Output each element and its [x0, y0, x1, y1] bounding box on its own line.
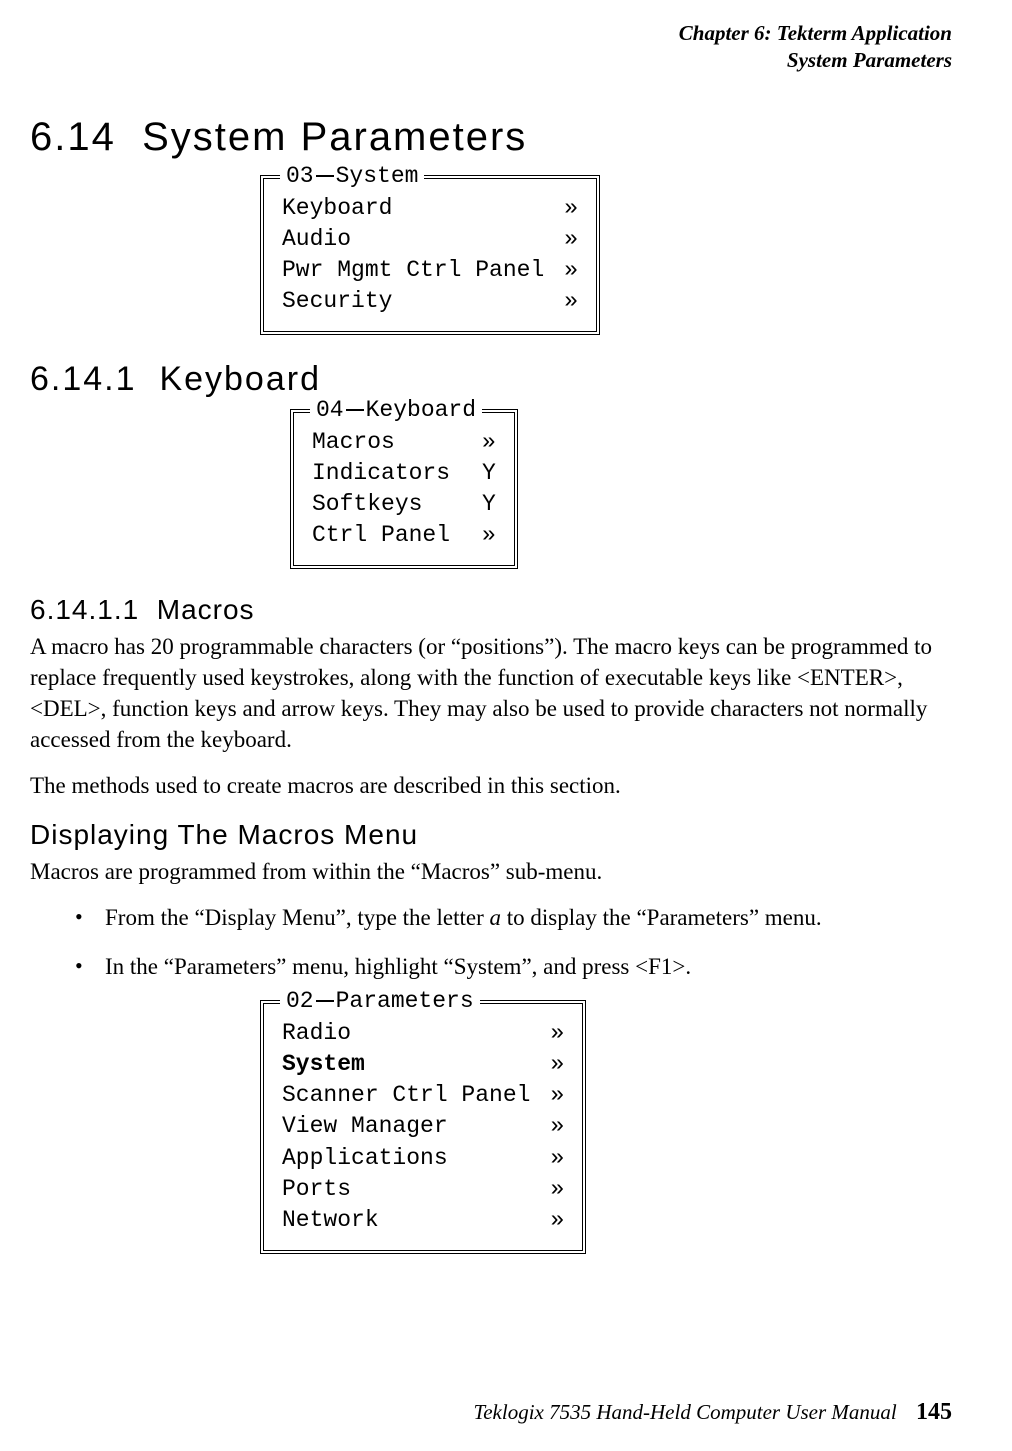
menu-row: Indicators Y	[312, 458, 496, 489]
menu-row-label: Applications	[282, 1143, 522, 1174]
heading-main-title: System Parameters	[142, 115, 527, 159]
menu-row: Network »	[282, 1205, 564, 1236]
footer-page: 145	[916, 1399, 952, 1425]
menu-system-legend: 03 System	[280, 163, 424, 189]
menu-row-value: »	[564, 224, 578, 255]
bullet-list: From the “Display Menu”, type the letter…	[30, 902, 952, 982]
menu-keyboard-legend: 04 Keyboard	[310, 397, 482, 423]
page-header: Chapter 6: Tekterm Application System Pa…	[30, 20, 952, 75]
paragraph-display-1: Macros are programmed from within the “M…	[30, 856, 952, 887]
header-chapter: Chapter 6: Tekterm Application	[30, 20, 952, 47]
bullet-1-post: to display the “Parameters” menu.	[501, 905, 822, 930]
legend-dash-icon	[346, 409, 364, 411]
menu-row: Security »	[282, 286, 578, 317]
menu-row-label: Scanner Ctrl Panel	[282, 1080, 530, 1111]
bullet-1: From the “Display Menu”, type the letter…	[75, 902, 952, 933]
menu-row: Macros »	[312, 427, 496, 458]
heading-sub: 6.14.1 Keyboard	[30, 360, 952, 399]
menu-row-label: Network	[282, 1205, 522, 1236]
menu-row-label: Pwr Mgmt Ctrl Panel	[282, 255, 544, 286]
menu-row-value: Y	[482, 458, 496, 489]
menu-keyboard: 04Keyboard Macros»IndicatorsYSoftkeysYCt…	[290, 409, 518, 569]
menu-row-label: View Manager	[282, 1111, 522, 1142]
menu-row: Applications »	[282, 1143, 564, 1174]
legend-dash-icon	[316, 1000, 334, 1002]
menu-parameters: 02Parameters Radio»System»Scanner Ctrl P…	[260, 1000, 586, 1253]
menu-row: Radio »	[282, 1018, 564, 1049]
menu-row-label: Audio	[282, 224, 542, 255]
menu-row: View Manager »	[282, 1111, 564, 1142]
menu-row-value: »	[564, 193, 578, 224]
menu-parameters-legend-num: 02	[286, 988, 314, 1014]
paragraph-macros-1: A macro has 20 programmable characters (…	[30, 631, 952, 755]
menu-system-wrapper: 03System Keyboard»Audio»Pwr Mgmt Ctrl Pa…	[30, 175, 952, 335]
menu-row: Pwr Mgmt Ctrl Panel »	[282, 255, 578, 286]
paragraph-macros-2: The methods used to create macros are de…	[30, 770, 952, 801]
heading-sub-title: Keyboard	[159, 360, 321, 398]
menu-row-value: »	[550, 1174, 564, 1205]
menu-row: Keyboard »	[282, 193, 578, 224]
bullet-1-pre: From the “Display Menu”, type the letter	[105, 905, 490, 930]
footer: Teklogix 7535 Hand-Held Computer User Ma…	[473, 1399, 952, 1426]
legend-dash-icon	[316, 175, 334, 177]
menu-row: Ports »	[282, 1174, 564, 1205]
menu-row-label: Security	[282, 286, 542, 317]
menu-row-value: »	[550, 1080, 564, 1111]
heading-subsub-num: 6.14.1.1	[30, 594, 139, 625]
menu-row-label: System	[282, 1049, 522, 1080]
menu-system-legend-name: System	[336, 163, 419, 189]
heading-display-macros: Displaying The Macros Menu	[30, 819, 952, 851]
menu-parameters-legend: 02 Parameters	[280, 988, 480, 1014]
menu-row-value: »	[482, 520, 496, 551]
menu-row-label: Macros	[312, 427, 462, 458]
menu-row-label: Radio	[282, 1018, 522, 1049]
heading-sub-num: 6.14.1	[30, 360, 137, 398]
menu-row-label: Softkeys	[312, 489, 462, 520]
menu-parameters-legend-name: Parameters	[336, 988, 474, 1014]
menu-row-value: »	[550, 1049, 564, 1080]
header-section: System Parameters	[30, 47, 952, 74]
footer-book: Teklogix 7535 Hand-Held Computer User Ma…	[473, 1400, 896, 1424]
heading-subsub-title: Macros	[157, 594, 255, 625]
menu-row: System »	[282, 1049, 564, 1080]
menu-row-label: Indicators	[312, 458, 462, 489]
menu-row-label: Keyboard	[282, 193, 542, 224]
menu-keyboard-wrapper: 04Keyboard Macros»IndicatorsYSoftkeysYCt…	[30, 409, 952, 569]
heading-main: 6.14 System Parameters	[30, 115, 952, 160]
menu-row: Audio »	[282, 224, 578, 255]
menu-system-legend-num: 03	[286, 163, 314, 189]
menu-system: 03System Keyboard»Audio»Pwr Mgmt Ctrl Pa…	[260, 175, 600, 335]
menu-row: Ctrl Panel »	[312, 520, 496, 551]
bullet-1-em: a	[490, 905, 502, 930]
menu-row: Softkeys Y	[312, 489, 496, 520]
menu-row-value: »	[550, 1143, 564, 1174]
heading-subsub: 6.14.1.1 Macros	[30, 594, 952, 626]
menu-row-value: »	[564, 255, 578, 286]
menu-keyboard-legend-num: 04	[316, 397, 344, 423]
menu-row: Scanner Ctrl Panel »	[282, 1080, 564, 1111]
menu-keyboard-legend-name: Keyboard	[366, 397, 476, 423]
menu-row-value: Y	[482, 489, 496, 520]
menu-row-value: »	[550, 1111, 564, 1142]
menu-parameters-wrapper: 02Parameters Radio»System»Scanner Ctrl P…	[30, 1000, 952, 1253]
page: Chapter 6: Tekterm Application System Pa…	[0, 0, 1012, 1451]
heading-main-num: 6.14	[30, 115, 116, 159]
menu-row-value: »	[550, 1205, 564, 1236]
menu-row-label: Ctrl Panel	[312, 520, 462, 551]
menu-row-value: »	[482, 427, 496, 458]
menu-row-label: Ports	[282, 1174, 522, 1205]
bullet-2: In the “Parameters” menu, highlight “Sys…	[75, 951, 952, 982]
menu-row-value: »	[550, 1018, 564, 1049]
menu-row-value: »	[564, 286, 578, 317]
